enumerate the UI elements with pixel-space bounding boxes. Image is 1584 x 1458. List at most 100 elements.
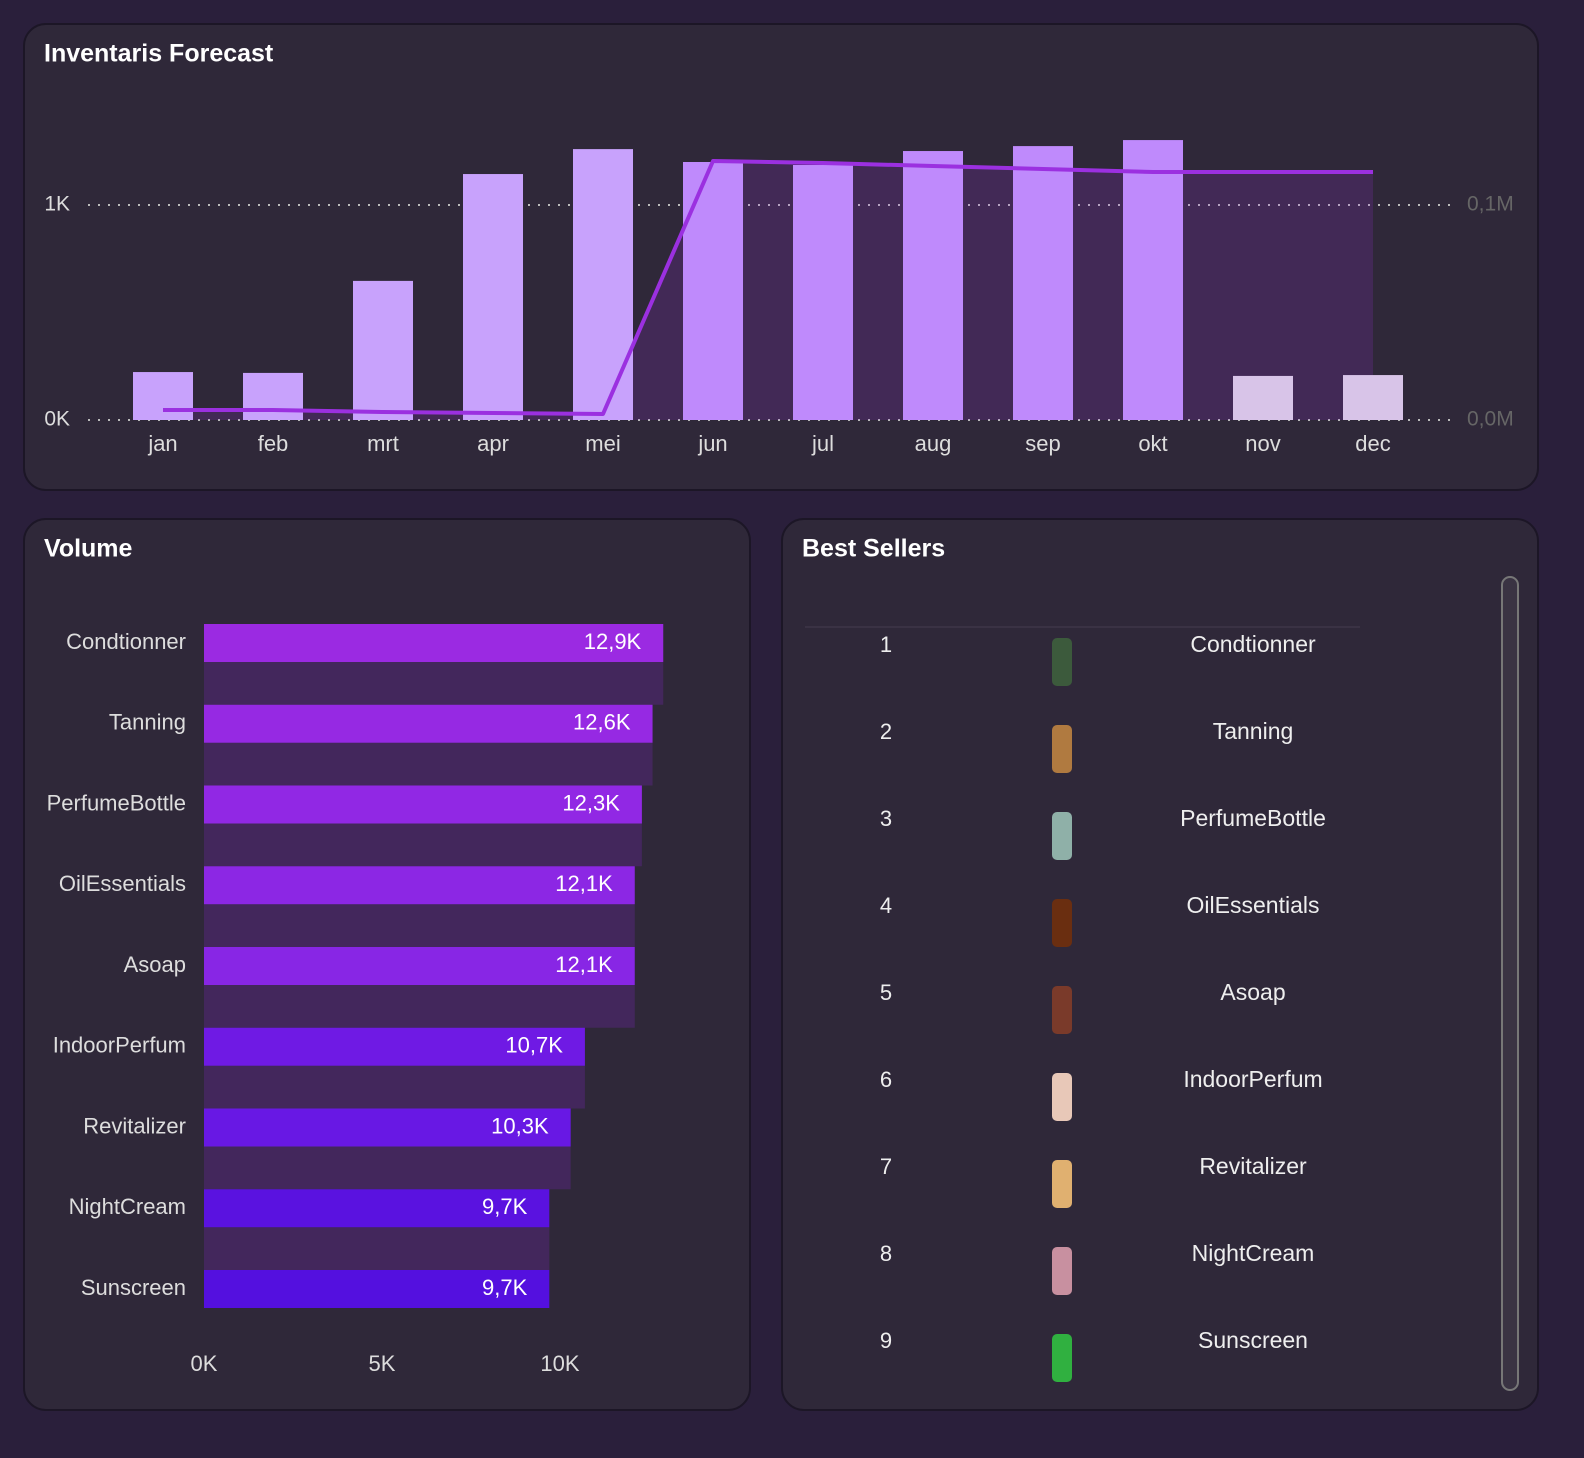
bar: [204, 785, 642, 824]
band: [204, 1227, 550, 1270]
value-label: 12,9K: [584, 629, 642, 654]
scrollbar[interactable]: [1501, 576, 1519, 1391]
value-label: 9,7K: [482, 1275, 528, 1300]
product-name: Tanning: [1213, 718, 1294, 744]
band: [204, 662, 664, 705]
y2-tick-label: 0,1M: [1467, 193, 1514, 216]
x-tick-label: 0K: [191, 1351, 218, 1376]
x-tick-label: 10K: [540, 1351, 579, 1376]
x-tick-label: mrt: [367, 431, 399, 456]
product-icon: [1052, 899, 1072, 947]
y-tick-label: 0K: [44, 408, 70, 431]
chart-title: Inventaris Forecast: [44, 40, 274, 68]
product-name: NightCream: [1192, 1240, 1315, 1266]
x-tick-label: mei: [585, 431, 620, 456]
band: [204, 823, 642, 867]
x-tick-label: feb: [258, 431, 289, 456]
band: [204, 985, 635, 1028]
chart-title: Volume: [44, 535, 133, 563]
bar: [793, 165, 853, 420]
y-tick-label: 1K: [44, 193, 70, 216]
product-icon: [1052, 812, 1072, 860]
x-tick-label: jul: [811, 431, 834, 456]
product-icon: [1052, 986, 1072, 1034]
x-tick-label: dec: [1355, 431, 1390, 456]
value-label: 10,7K: [505, 1033, 563, 1058]
product-icon: [1052, 638, 1072, 686]
product-name: Condtionner: [1190, 631, 1316, 657]
category-label: OilEssentials: [59, 871, 186, 896]
product-name: PerfumeBottle: [1180, 805, 1326, 831]
category-label: Sunscreen: [81, 1275, 186, 1300]
rank: 8: [880, 1241, 892, 1266]
product-icon: [1052, 1073, 1072, 1121]
band: [204, 742, 653, 786]
value-label: 12,3K: [562, 790, 620, 815]
x-tick-label: jun: [697, 431, 727, 456]
rank: 5: [880, 980, 892, 1005]
rank: 3: [880, 806, 892, 831]
rank: 4: [880, 893, 892, 918]
bar: [1233, 375, 1293, 420]
x-tick-label: nov: [1245, 431, 1280, 456]
band: [204, 1065, 585, 1109]
bar: [243, 372, 303, 420]
bar: [204, 1189, 550, 1228]
bar: [204, 1027, 585, 1066]
value-label: 12,1K: [555, 871, 613, 896]
bar: [204, 866, 635, 905]
x-tick-label: apr: [477, 431, 509, 456]
category-label: PerfumeBottle: [47, 790, 186, 815]
band: [204, 904, 635, 947]
category-label: Tanning: [109, 710, 186, 735]
bar: [1343, 375, 1403, 420]
product-name: Asoap: [1220, 979, 1285, 1005]
table-title: Best Sellers: [802, 535, 945, 563]
rank: 2: [880, 719, 892, 744]
y2-tick-label: 0,0M: [1467, 408, 1514, 431]
product-icon: [1052, 1160, 1072, 1208]
x-tick-label: 5K: [369, 1351, 396, 1376]
panel: [781, 518, 1539, 1411]
bar: [1013, 146, 1073, 420]
rank: 7: [880, 1154, 892, 1179]
product-name: OilEssentials: [1187, 892, 1320, 918]
bar: [903, 151, 963, 420]
product-name: IndoorPerfum: [1183, 1066, 1322, 1092]
bar: [204, 1108, 571, 1147]
bar: [204, 624, 664, 662]
bar: [463, 174, 523, 420]
bar: [683, 162, 743, 420]
rank: 1: [880, 632, 892, 657]
band: [204, 1146, 571, 1190]
x-tick-label: okt: [1138, 431, 1167, 456]
bar: [204, 947, 635, 985]
category-label: Condtionner: [66, 629, 186, 654]
category-label: Revitalizer: [83, 1113, 186, 1138]
category-label: IndoorPerfum: [53, 1033, 186, 1058]
bar: [573, 149, 633, 420]
bar: [204, 704, 653, 743]
product-icon: [1052, 1334, 1072, 1382]
category-label: Asoap: [124, 952, 186, 977]
product-name: Revitalizer: [1199, 1153, 1307, 1179]
product-icon: [1052, 725, 1072, 773]
rank: 9: [880, 1328, 892, 1353]
category-label: NightCream: [69, 1194, 186, 1219]
product-icon: [1052, 1247, 1072, 1295]
line: [163, 159, 1373, 416]
value-label: 12,1K: [555, 952, 613, 977]
value-label: 10,3K: [491, 1113, 549, 1138]
bar: [133, 372, 193, 420]
bar: [1123, 140, 1183, 420]
product-name: Sunscreen: [1198, 1327, 1308, 1353]
x-tick-label: sep: [1025, 431, 1060, 456]
value-label: 9,7K: [482, 1194, 528, 1219]
rank: 6: [880, 1067, 892, 1092]
bar: [353, 280, 413, 420]
x-tick-label: jan: [147, 431, 177, 456]
bar: [204, 1270, 550, 1308]
value-label: 12,6K: [573, 710, 631, 735]
